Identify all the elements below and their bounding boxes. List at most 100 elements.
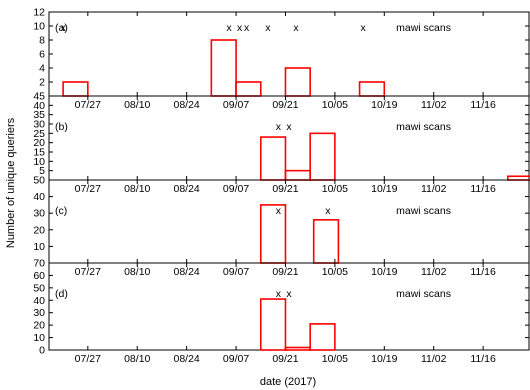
y-tick-label: 30: [33, 208, 45, 220]
legend-label: mawi scans: [396, 22, 451, 34]
histogram-bar: [235, 81, 262, 97]
panel-label: (d): [55, 288, 68, 300]
y-tick-label: 30: [33, 307, 45, 319]
x-tick-label: 10/19: [371, 99, 397, 111]
scan-marker: x: [60, 22, 66, 34]
x-tick-label: 08/24: [174, 353, 200, 365]
y-axis-label: Number of unique queriers: [5, 117, 17, 248]
legend-label: mawi scans: [396, 121, 451, 133]
y-tick-label: 12: [33, 7, 45, 19]
y-tick-label: 40: [33, 295, 45, 307]
x-tick-label: 11/02: [421, 99, 447, 111]
y-tick-label: 4: [39, 63, 45, 75]
x-tick-label: 08/24: [174, 99, 200, 111]
histogram-bar: [259, 298, 287, 351]
y-tick-label: 20: [33, 320, 45, 332]
y-tick-label: 20: [33, 137, 45, 149]
y-tick-label: 15: [33, 147, 45, 159]
x-tick-label: 10/05: [322, 266, 348, 278]
y-tick-label: 50: [33, 175, 45, 187]
x-tick-label: 10/19: [371, 266, 397, 278]
scan-marker: x: [286, 121, 292, 133]
x-tick-label: 08/10: [124, 183, 150, 195]
y-tick-label: 10: [33, 332, 45, 344]
x-tick-label: 08/10: [124, 266, 150, 278]
histogram-bar: [309, 132, 336, 181]
scan-marker: x: [286, 288, 292, 300]
y-tick-label: 70: [33, 258, 45, 270]
y-tick-label: 10: [33, 156, 45, 168]
y-tick-label: 5: [39, 165, 45, 177]
y-tick-label: 50: [33, 282, 45, 294]
histogram-bar: [358, 81, 386, 97]
scan-marker: x: [244, 22, 250, 34]
x-tick-label: 08/24: [174, 266, 200, 278]
x-tick-label: 09/07: [223, 353, 249, 365]
y-tick-label: 10: [33, 21, 45, 33]
x-tick-label: 10/05: [322, 183, 348, 195]
scan-marker: x: [276, 121, 282, 133]
panel-label: (a): [55, 22, 68, 34]
panels-group: 2 4 6 8 10 12 07/27 08/10 08/24 09/07 09/21 10/05 10…: [33, 7, 530, 365]
scan-marker: x: [325, 205, 331, 217]
scan-marker: x: [276, 205, 282, 217]
x-tick-label: 09/07: [223, 99, 249, 111]
x-tick-label: 10/19: [371, 353, 397, 365]
x-tick-label: 07/27: [75, 99, 101, 111]
y-tick-label: 30: [33, 119, 45, 131]
x-tick-label: 11/16: [470, 353, 496, 365]
histogram-bar: [210, 39, 237, 97]
y-tick-label: 8: [39, 35, 45, 47]
panel-frame: [48, 11, 530, 97]
histogram-bar: [309, 323, 336, 351]
x-tick-label: 11/16: [470, 99, 496, 111]
x-axis-label: date (2017): [260, 376, 316, 388]
y-tick-label: 35: [33, 109, 45, 121]
x-tick-label: 10/05: [322, 99, 348, 111]
y-tick-label: 10: [33, 241, 45, 253]
x-tick-label: 09/21: [272, 99, 298, 111]
histogram-bar: [62, 81, 89, 97]
scan-marker: x: [360, 22, 366, 34]
panel-label: (b): [55, 121, 68, 133]
histogram-bar: [284, 169, 311, 181]
x-tick-label: 09/21: [272, 266, 298, 278]
x-tick-label: 09/21: [272, 183, 298, 195]
panel-1: 2 4 6 8 10 12 07/27 08/10 08/24 09/07 09/21 10/05 10…: [33, 7, 530, 111]
x-tick-label: 09/21: [272, 353, 298, 365]
y-tick-label: 6: [39, 49, 45, 61]
y-tick-label: 40: [33, 191, 45, 203]
scan-marker: x: [293, 22, 299, 34]
y-tick-label: 0: [39, 345, 45, 357]
x-tick-label: 11/02: [421, 266, 447, 278]
y-tick-label: 60: [33, 270, 45, 282]
x-tick-label: 10/05: [322, 353, 348, 365]
y-tick-label: 2: [39, 77, 45, 89]
x-tick-label: 11/16: [470, 183, 496, 195]
x-tick-label: 07/27: [75, 266, 101, 278]
x-tick-label: 08/10: [124, 99, 150, 111]
panel-3: 10 20 30 40 50 07/27 08/10 08/24 09/07 09/21 10/05…: [33, 175, 530, 278]
x-tick-label: 08/10: [124, 353, 150, 365]
x-tick-label: 09/07: [223, 183, 249, 195]
histogram-bar: [259, 136, 287, 181]
scan-marker: x: [237, 22, 243, 34]
scan-marker: x: [276, 288, 282, 300]
panel-label: (c): [55, 205, 67, 217]
x-tick-label: 09/07: [223, 266, 249, 278]
y-tick-label: 25: [33, 128, 45, 140]
x-tick-label: 11/16: [470, 266, 496, 278]
histogram-bar: [312, 219, 340, 264]
scan-marker: x: [265, 22, 271, 34]
y-tick-label: 40: [33, 100, 45, 112]
x-tick-label: 07/27: [75, 183, 101, 195]
legend-label: mawi scans: [396, 205, 451, 217]
histogram-bar: [507, 175, 530, 181]
x-tick-label: 11/02: [421, 183, 447, 195]
histogram-bar: [284, 67, 311, 97]
legend-label: mawi scans: [396, 288, 451, 300]
histogram-bar: [284, 346, 311, 351]
